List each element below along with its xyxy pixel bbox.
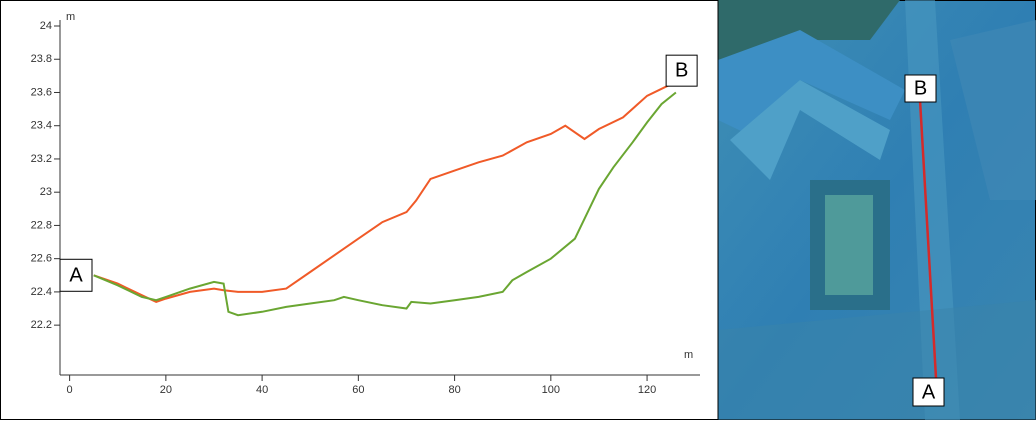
y-tick-label: 23.2 (31, 153, 52, 165)
map-marker-start: A (922, 381, 936, 403)
x-tick-label: 40 (256, 384, 268, 396)
y-tick-label: 23.4 (31, 120, 52, 132)
x-tick-label: 100 (542, 384, 560, 396)
x-tick-label: 60 (352, 384, 364, 396)
y-tick-label: 22.2 (31, 319, 52, 331)
x-tick-label: 0 (67, 384, 73, 396)
y-tick-label: 23.8 (31, 53, 52, 65)
y-tick-label: 23 (40, 186, 52, 198)
y-tick-label: 22.4 (31, 286, 52, 298)
profile-view: B A m m 22.2 22.4 22.6 22.8 23 23.2 23.4 23.6 23.8… (0, 0, 1036, 420)
y-tick-label: 22.6 (31, 253, 52, 265)
x-tick-label: 120 (638, 384, 656, 396)
x-axis-unit: m (684, 349, 693, 361)
map-building (825, 195, 873, 295)
y-axis-unit: m (66, 11, 75, 23)
y-tick-label: 24 (40, 20, 52, 32)
y-tick-label: 23.6 (31, 86, 52, 98)
map-marker-end: B (914, 77, 927, 99)
x-tick-label: 20 (160, 384, 172, 396)
marker-start: A (69, 265, 83, 287)
x-tick-label: 80 (448, 384, 460, 396)
marker-end: B (675, 59, 688, 81)
map-panel: B A (718, 0, 1036, 420)
y-tick-label: 22.8 (31, 219, 52, 231)
